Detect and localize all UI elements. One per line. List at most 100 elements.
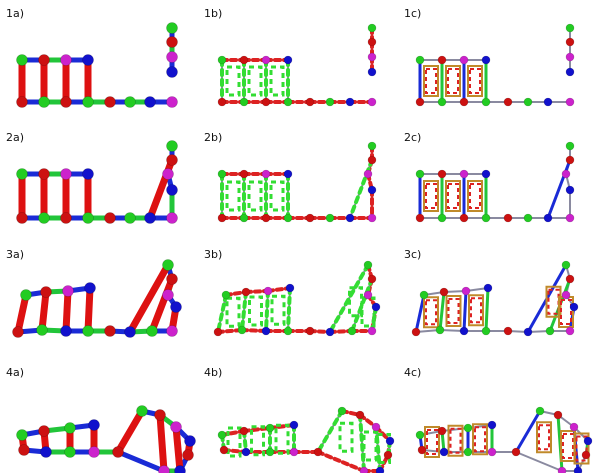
node [261, 97, 271, 107]
dashed-cell [226, 426, 242, 458]
dashed-cell [562, 433, 574, 459]
node [237, 325, 247, 335]
node [313, 447, 323, 457]
node [371, 422, 381, 432]
node [60, 54, 72, 66]
panel-label-1a: 1a) [6, 7, 24, 20]
node [166, 184, 178, 196]
node [62, 285, 74, 297]
panel-2a [16, 140, 178, 224]
node [481, 169, 491, 179]
node [437, 55, 447, 65]
dashed-cell [449, 427, 462, 454]
node [503, 213, 513, 223]
node [166, 154, 178, 166]
dashed-cell [426, 429, 438, 455]
node [481, 213, 491, 223]
node [411, 327, 421, 337]
node [217, 55, 227, 65]
rung-rod [156, 411, 168, 473]
node [459, 55, 469, 65]
rung-dash [264, 289, 270, 333]
node [305, 213, 315, 223]
node [325, 327, 335, 337]
node [487, 447, 497, 457]
rung-overlay [546, 158, 572, 220]
node [60, 96, 72, 108]
dashed-cell [360, 296, 376, 328]
node [217, 213, 227, 223]
node [561, 290, 571, 300]
node [104, 212, 116, 224]
node [543, 213, 553, 223]
dashed-cell [425, 68, 437, 94]
chain-bond [115, 449, 167, 473]
node [437, 169, 447, 179]
chain-dash [240, 328, 268, 333]
node [503, 97, 513, 107]
node [239, 169, 249, 179]
node [569, 302, 579, 312]
rung-dash [348, 158, 374, 220]
node [535, 406, 545, 416]
node [367, 274, 377, 284]
node [367, 326, 377, 336]
node [104, 325, 116, 337]
node [64, 446, 76, 458]
node [184, 435, 196, 447]
node [573, 466, 583, 473]
node [305, 97, 315, 107]
node [182, 449, 194, 461]
node [38, 96, 50, 108]
panel-2b [217, 141, 377, 223]
node [124, 96, 136, 108]
panel-label-1b: 1b) [204, 7, 222, 20]
dashed-cell [269, 180, 285, 212]
node [144, 96, 156, 108]
rung-dash [370, 305, 378, 333]
panel-label-4a: 4a) [6, 366, 24, 379]
panel-label-2b: 2b) [204, 131, 222, 144]
panel-drawings [12, 22, 593, 473]
node [367, 52, 377, 62]
node [565, 23, 575, 33]
node [239, 426, 249, 436]
node [363, 169, 373, 179]
node [581, 450, 591, 460]
dashed-cell [447, 298, 460, 324]
node [415, 430, 425, 440]
rung-rod [172, 423, 184, 473]
node [283, 55, 293, 65]
node [439, 447, 449, 457]
node [146, 325, 158, 337]
node [325, 97, 335, 107]
rung-dash [240, 290, 248, 332]
dashed-cell [348, 286, 363, 318]
node [523, 327, 533, 337]
outline-cell [423, 65, 439, 97]
node [166, 22, 178, 34]
node [82, 54, 94, 66]
rung-rod [38, 288, 50, 334]
dashed-cell [469, 68, 481, 94]
node [363, 290, 373, 300]
node [383, 450, 393, 460]
node [565, 67, 575, 77]
node [174, 465, 186, 473]
node [239, 97, 249, 107]
node [158, 465, 170, 473]
node [561, 169, 571, 179]
node [60, 168, 72, 180]
dashed-cell [274, 423, 290, 455]
node [543, 97, 553, 107]
rung-overlay [414, 293, 426, 334]
rung-rod [14, 291, 30, 336]
node [261, 169, 271, 179]
rung-rod [126, 261, 172, 336]
node [166, 325, 178, 337]
node [363, 260, 373, 270]
node [38, 168, 50, 180]
node [565, 52, 575, 62]
node [437, 213, 447, 223]
node [481, 55, 491, 65]
